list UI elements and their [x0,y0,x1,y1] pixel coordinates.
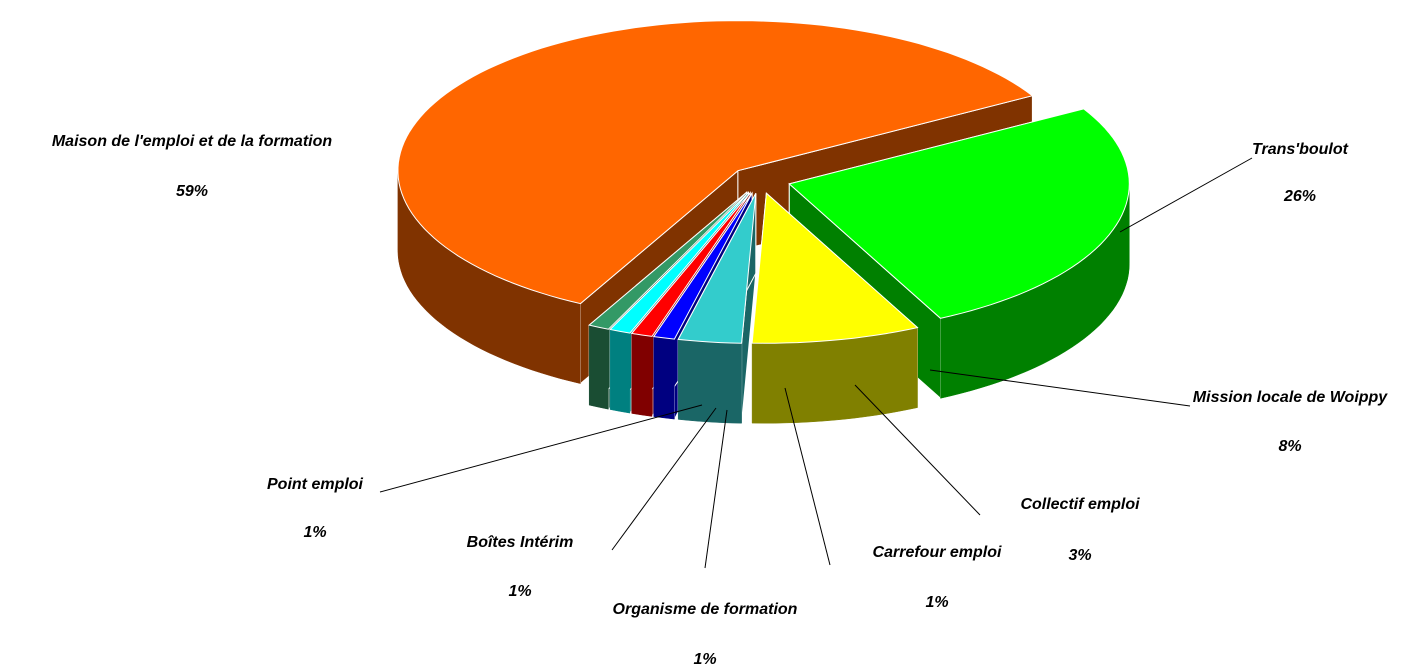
leader-line [1119,157,1253,233]
slice-label: Point emploi [267,476,364,493]
slice [677,193,757,424]
slice-wall [588,324,609,410]
leader-line [784,387,831,566]
slice-top [652,192,753,340]
slice-wall [631,333,653,417]
value-label: 1% [508,583,531,600]
slice-top [677,193,757,344]
value-label: 1% [925,594,948,611]
slice-label: Carrefour emploi [873,544,1002,561]
slice-wall [677,339,742,424]
slice-label: Maison de l'emploi et de la formation [52,133,333,150]
slice-label: Trans'boulot [1252,141,1349,158]
slice-label: Boîtes Intérim [467,534,574,551]
slice-top [788,108,1130,319]
slice [751,192,919,424]
slice-label: Collectif emploi [1020,496,1140,513]
leader-line [379,404,703,493]
slice-wall [653,336,675,420]
leader-line [611,407,717,551]
slice-wall [609,329,631,414]
value-label: 1% [693,651,716,668]
value-label: 1% [303,524,326,541]
leader-line [704,409,728,569]
slice-label: Mission locale de Woippy [1193,389,1389,406]
slice-top [630,192,751,337]
leader-line [929,369,1191,407]
value-label: 3% [1068,547,1091,564]
slice-top [588,191,748,330]
value-label: 8% [1278,438,1301,455]
leader-line [854,384,981,516]
value-label: 26% [1283,188,1316,205]
slice-top [751,192,919,344]
slice-top [609,192,749,334]
slice-label: Organisme de formation [613,601,798,618]
slice-top [397,20,1034,305]
value-label: 59% [176,183,208,200]
